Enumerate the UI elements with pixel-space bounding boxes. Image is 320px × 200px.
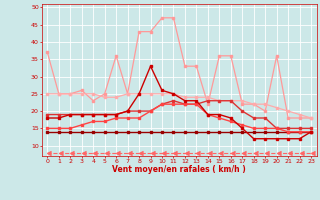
X-axis label: Vent moyen/en rafales ( km/h ): Vent moyen/en rafales ( km/h )	[112, 165, 246, 174]
